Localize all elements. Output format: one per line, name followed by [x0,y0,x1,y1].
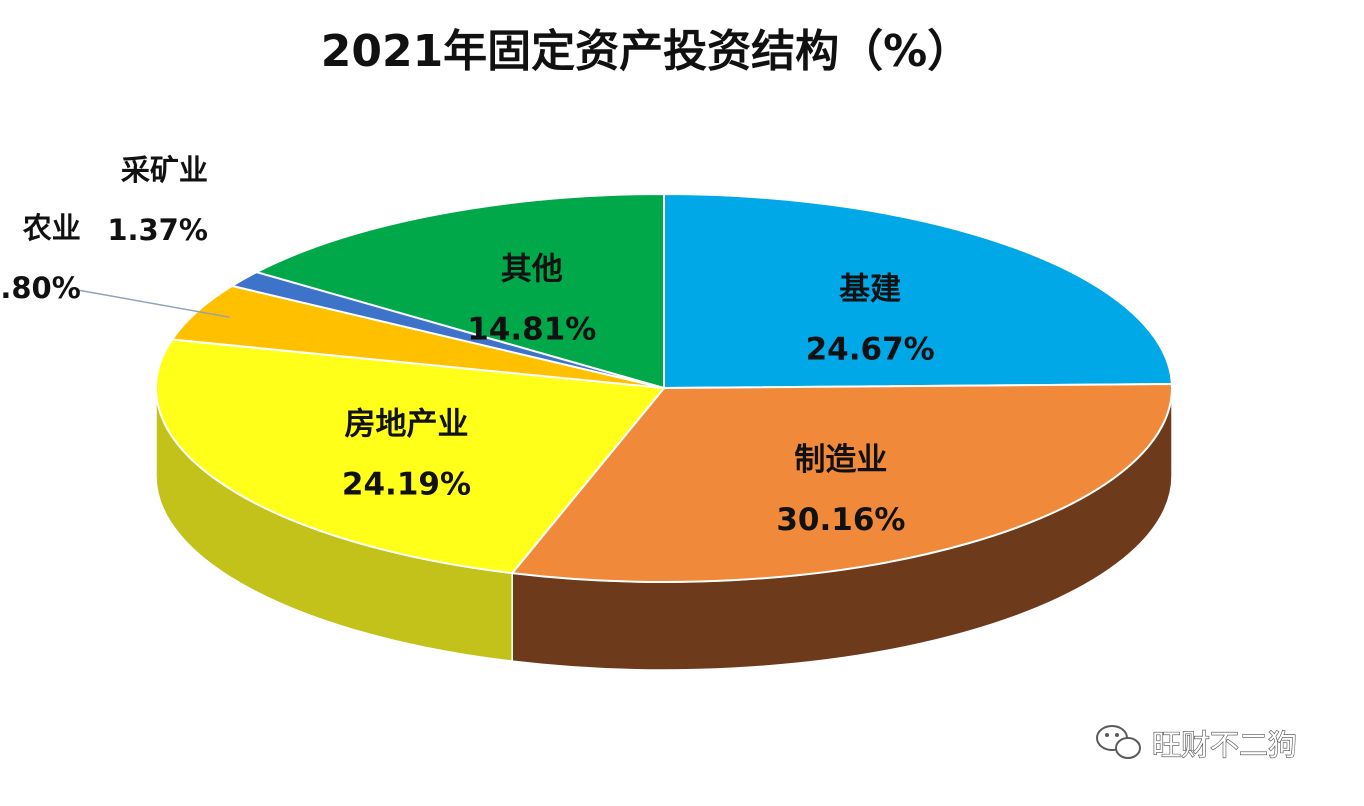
slice-value-label-5: 14.81% [467,311,596,347]
watermark-text: 旺财不二狗 [1152,728,1297,762]
slice-name-label-3: 农业 [22,211,81,245]
slice-name-label-0: 基建 [839,272,901,308]
slice-value-label-3: 4.80% [0,271,81,305]
slice-value-label-2: 24.19% [342,467,471,503]
pie-slice-5 [253,192,665,390]
chart-title: 2021年固定资产投资结构（%） [321,26,972,77]
slice-name-label-5: 其他 [501,251,563,287]
slice-labels: 基建 24.67% 制造业 30.16% 房地产业 24.19% 农业 4.80% 采矿业 1.3… [0,153,935,538]
slice-value-label-0: 24.67% [806,332,935,368]
pie-slice-2 [155,338,666,575]
slice-value-label-4: 1.37% [107,213,208,247]
slice-name-label-4: 采矿业 [121,153,208,187]
leader-line-3 [76,289,230,318]
slice-name-label-2: 房地产业 [344,407,468,443]
wechat-icon [1096,725,1141,759]
watermark: 旺财不二狗 [1096,725,1298,763]
pie-slice-0 [663,192,1173,390]
pie-slice-1 [510,382,1173,583]
pie-slices [155,192,1173,583]
slice-value-label-1: 30.16% [776,502,905,538]
slice-name-label-1: 制造业 [794,442,887,478]
